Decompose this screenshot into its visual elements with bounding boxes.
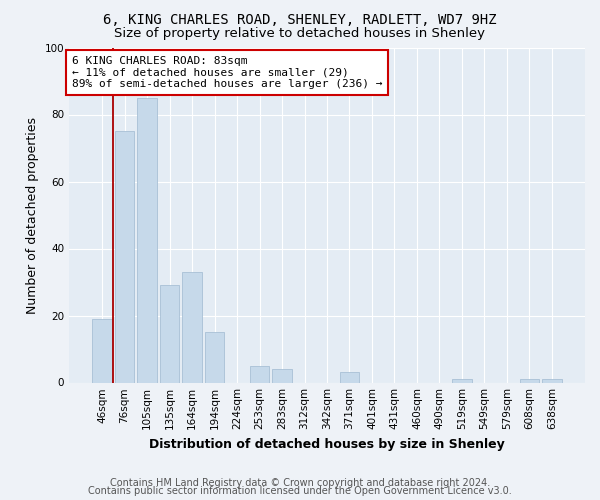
X-axis label: Distribution of detached houses by size in Shenley: Distribution of detached houses by size … — [149, 438, 505, 451]
Text: 6, KING CHARLES ROAD, SHENLEY, RADLETT, WD7 9HZ: 6, KING CHARLES ROAD, SHENLEY, RADLETT, … — [103, 12, 497, 26]
Bar — [115, 131, 134, 382]
Bar — [542, 379, 562, 382]
Text: Contains public sector information licensed under the Open Government Licence v3: Contains public sector information licen… — [88, 486, 512, 496]
Bar — [340, 372, 359, 382]
Text: Contains HM Land Registry data © Crown copyright and database right 2024.: Contains HM Land Registry data © Crown c… — [110, 478, 490, 488]
Bar — [272, 369, 292, 382]
Bar — [92, 319, 112, 382]
Text: Size of property relative to detached houses in Shenley: Size of property relative to detached ho… — [115, 28, 485, 40]
Bar — [250, 366, 269, 382]
Text: 6 KING CHARLES ROAD: 83sqm
← 11% of detached houses are smaller (29)
89% of semi: 6 KING CHARLES ROAD: 83sqm ← 11% of deta… — [71, 56, 382, 89]
Bar — [182, 272, 202, 382]
Bar — [160, 286, 179, 382]
Bar — [137, 98, 157, 382]
Y-axis label: Number of detached properties: Number of detached properties — [26, 116, 39, 314]
Bar — [520, 379, 539, 382]
Bar — [452, 379, 472, 382]
Bar — [205, 332, 224, 382]
